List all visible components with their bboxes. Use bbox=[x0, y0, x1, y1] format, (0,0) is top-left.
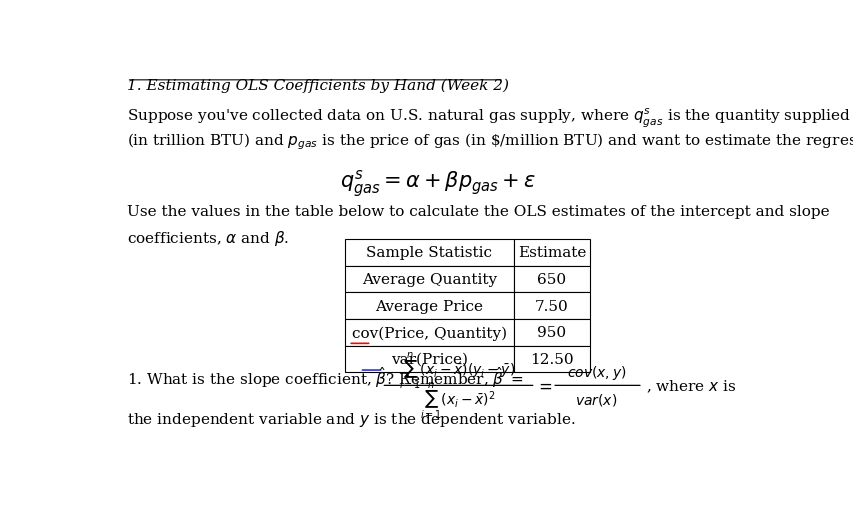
Text: (in trillion BTU) and $p_{gas}$ is the price of gas (in \$/million BTU) and want: (in trillion BTU) and $p_{gas}$ is the p… bbox=[126, 131, 853, 151]
Text: Average Price: Average Price bbox=[375, 299, 483, 313]
Text: $cov(x,y)$: $cov(x,y)$ bbox=[566, 363, 625, 381]
Bar bbox=[345, 346, 514, 373]
Text: $\sum_{i=1}^{n}(x_i-\bar{x})(y_i-\bar{y})$: $\sum_{i=1}^{n}(x_i-\bar{x})(y_i-\bar{y}… bbox=[399, 350, 515, 391]
Bar bbox=[345, 266, 514, 293]
Bar bbox=[514, 346, 589, 373]
Text: $=$: $=$ bbox=[534, 377, 552, 394]
Bar bbox=[514, 319, 589, 346]
Bar bbox=[345, 319, 514, 346]
Bar bbox=[514, 266, 589, 293]
Text: coefficients, $\alpha$ and $\beta$.: coefficients, $\alpha$ and $\beta$. bbox=[126, 229, 288, 248]
Text: 12.50: 12.50 bbox=[530, 352, 573, 366]
Text: $\sum_{i=1}^{n}(x_i-\bar{x})^2$: $\sum_{i=1}^{n}(x_i-\bar{x})^2$ bbox=[420, 380, 495, 421]
Text: , where $x$ is: , where $x$ is bbox=[646, 377, 736, 394]
Text: cov(Price, Quantity): cov(Price, Quantity) bbox=[351, 326, 507, 340]
Text: Suppose you've collected data on U.S. natural gas supply, where $q^s_{gas}$ is t: Suppose you've collected data on U.S. na… bbox=[126, 106, 853, 129]
Text: $q^s_{gas} = \alpha + \beta p_{gas} + \varepsilon$: $q^s_{gas} = \alpha + \beta p_{gas} + \v… bbox=[339, 169, 535, 200]
Text: Estimate: Estimate bbox=[517, 246, 585, 260]
Bar bbox=[345, 293, 514, 319]
Text: 7.50: 7.50 bbox=[534, 299, 568, 313]
Text: Sample Statistic: Sample Statistic bbox=[366, 246, 492, 260]
Text: 1. Estimating OLS Coefficients by Hand (Week 2): 1. Estimating OLS Coefficients by Hand (… bbox=[126, 79, 508, 93]
Bar bbox=[345, 239, 514, 266]
Text: the independent variable and $y$ is the dependent variable.: the independent variable and $y$ is the … bbox=[126, 411, 575, 429]
Text: Average Quantity: Average Quantity bbox=[362, 272, 496, 287]
Text: Use the values in the table below to calculate the OLS estimates of the intercep: Use the values in the table below to cal… bbox=[126, 204, 828, 218]
Bar bbox=[514, 293, 589, 319]
Text: var(Price): var(Price) bbox=[391, 352, 467, 366]
Text: 950: 950 bbox=[537, 326, 566, 340]
Text: 650: 650 bbox=[537, 272, 566, 287]
Text: 1. What is the slope coefficient, $\hat{\beta}$? Remember, $\hat{\beta}$ $=$: 1. What is the slope coefficient, $\hat{… bbox=[126, 364, 523, 389]
Bar bbox=[514, 239, 589, 266]
Text: $var(x)$: $var(x)$ bbox=[575, 391, 617, 407]
